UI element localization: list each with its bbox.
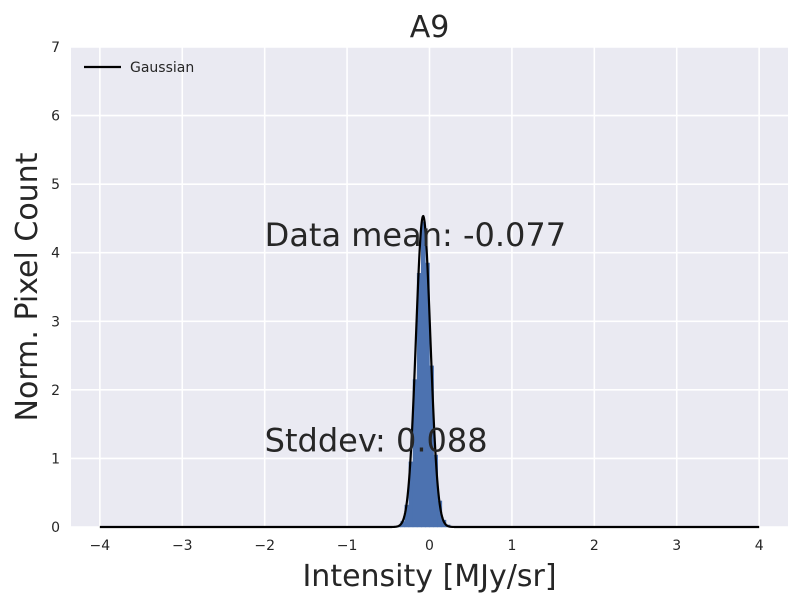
annotation-text: Stddev: 0.088 [265, 422, 488, 460]
y-tick-label: 1 [51, 451, 60, 467]
x-tick-label: 2 [590, 538, 599, 554]
y-tick-label: 4 [51, 246, 60, 262]
x-tick-label: −1 [337, 538, 358, 554]
y-axis-label: Norm. Pixel Count [10, 152, 45, 421]
x-tick-label: −4 [90, 538, 111, 554]
y-ticks: 0 1 2 3 4 5 6 7 [51, 40, 60, 536]
x-tick-label: 3 [672, 538, 681, 554]
gaussian-line [99, 214, 760, 529]
x-tick-label: 4 [755, 538, 764, 554]
x-tick-label: 0 [425, 538, 434, 554]
y-tick-label: 2 [51, 383, 60, 399]
y-tick-label: 5 [51, 177, 60, 193]
annotations: Data mean: -0.077 Stddev: 0.088 [265, 216, 566, 460]
x-ticks: −4 −3 −2 −1 0 1 2 3 4 [90, 538, 764, 554]
histogram-bar [421, 221, 426, 528]
x-tick-label: −3 [172, 538, 193, 554]
x-tick-label: −2 [254, 538, 275, 554]
annotation-text: Data mean: -0.077 [265, 216, 566, 254]
y-tick-label: 3 [51, 314, 60, 330]
chart-title: A9 [410, 10, 450, 45]
legend-label: Gaussian [130, 60, 194, 76]
legend: Gaussian [84, 60, 194, 76]
y-tick-label: 7 [51, 40, 60, 56]
y-tick-label: 6 [51, 109, 60, 125]
x-axis-label: Intensity [MJy/sr] [302, 559, 556, 594]
y-tick-label: 0 [51, 520, 60, 536]
x-tick-label: 1 [507, 538, 516, 554]
